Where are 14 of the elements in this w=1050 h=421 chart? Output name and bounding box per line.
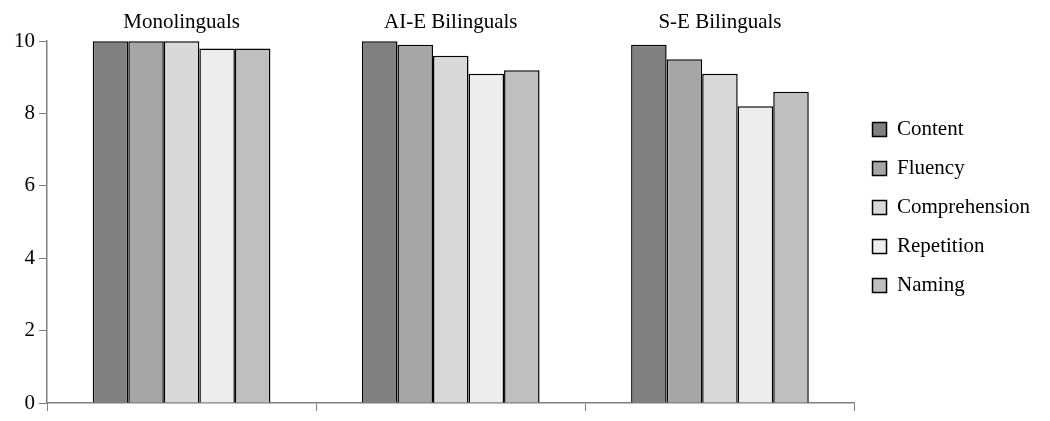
legend-label: Fluency [897, 155, 966, 180]
x-tick-label: S-E Bilinguals [658, 9, 782, 34]
y-tick-label: 10 [14, 27, 35, 52]
legend-label: Content [897, 116, 964, 141]
y-tick-label: 4 [24, 244, 36, 269]
y-tick-label: 8 [24, 100, 35, 125]
legend-label: Comprehension [897, 194, 1031, 219]
legend-label: Naming [897, 272, 966, 297]
y-tick-label: 0 [24, 389, 35, 414]
legend-label: Repetition [897, 233, 985, 258]
x-tick-label: Monolinguals [123, 9, 240, 34]
y-tick-label: 6 [24, 172, 35, 197]
y-tick-label: 2 [24, 317, 35, 342]
x-tick-label: AI-E Bilinguals [383, 9, 518, 34]
